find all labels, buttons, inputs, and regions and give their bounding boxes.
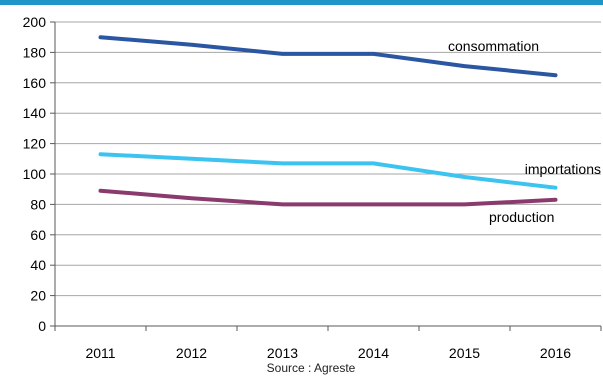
y-tick-label: 160 [23, 75, 47, 91]
series-line-consommation [98, 35, 558, 78]
x-tick-label-2016: 2016 [540, 345, 571, 361]
series-line-production [98, 188, 558, 207]
series-line-importations [98, 152, 558, 190]
axes [50, 21, 602, 331]
x-tick-label-2012: 2012 [176, 345, 207, 361]
y-tick-label: 40 [30, 257, 46, 273]
y-tick-label: 0 [38, 318, 46, 334]
series-label-importations: importations [525, 161, 601, 177]
y-tick-label: 140 [23, 105, 47, 121]
series-labels: consommation importations production [448, 38, 601, 225]
y-tick-label: 120 [23, 136, 47, 152]
y-tick-label: 20 [30, 288, 46, 304]
source-note: Source : Agreste [267, 361, 356, 375]
series-label-production: production [489, 209, 554, 225]
y-tick-label: 80 [30, 196, 46, 212]
y-tick-label: 180 [23, 44, 47, 60]
y-axis-tick-labels: 0 20 40 60 80 100 120 140 160 180 200 [23, 14, 47, 334]
y-tick-label: 200 [23, 14, 47, 30]
x-tick-label-2013: 2013 [267, 345, 298, 361]
x-tick-label-2011: 2011 [85, 345, 115, 361]
y-tick-label: 60 [30, 227, 46, 243]
grid-lines [55, 21, 601, 297]
x-axis-tick-labels: 2011 2012 2013 2014 2015 2016 [85, 345, 571, 361]
top-accent-bar [0, 0, 603, 5]
x-tick-label-2015: 2015 [449, 345, 480, 361]
x-tick-label-2014: 2014 [358, 345, 389, 361]
series-lines [98, 35, 558, 207]
series-label-consommation: consommation [448, 38, 539, 54]
y-tick-label: 100 [23, 166, 47, 182]
